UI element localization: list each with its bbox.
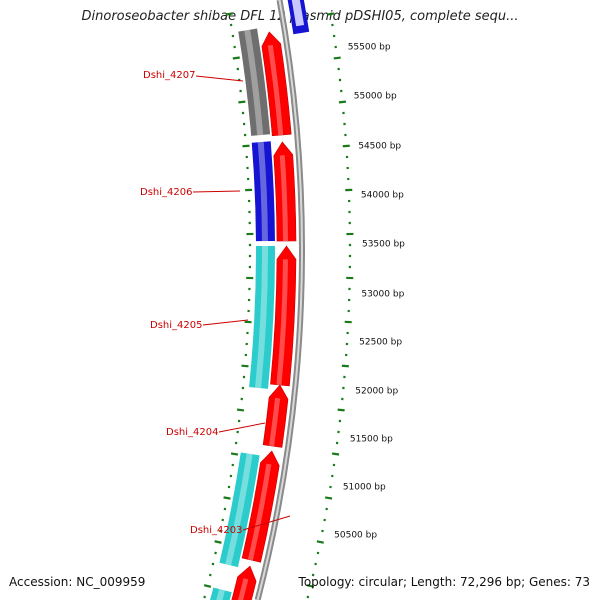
outer-tick <box>324 496 333 500</box>
gene-arrow-dshi-4206-highlight <box>279 155 288 242</box>
outer-tick <box>316 540 324 544</box>
gene-block-dshi-4205 <box>249 245 276 389</box>
gene-arrow-dshi-4205-highlight <box>276 259 288 386</box>
gene-arrow-dshi-4207 <box>261 31 292 137</box>
bp-tick-label: 51000 bp <box>343 483 386 493</box>
gene-label: Dshi_4204 <box>166 427 218 438</box>
gene-arrow-dshi-4204-highlight <box>269 397 281 447</box>
outer-tick <box>342 144 350 148</box>
outer-tick <box>333 56 341 60</box>
inner-tick <box>214 540 222 544</box>
topology-text: Topology: circular; Length: 72,296 bp; G… <box>298 575 590 589</box>
gene-arrow-dshi-4206 <box>273 141 297 242</box>
gene-label-leader <box>218 422 266 433</box>
partial-gene-top <box>287 0 310 35</box>
gene-arrow-partial <box>231 565 257 600</box>
gene-arrow-dshi-4207-highlight <box>267 44 284 136</box>
gene-block-dshi-4207-highlight <box>244 29 264 136</box>
bp-scale-labels: 55500 bp 55000 bp 54500 bp 54000 bp 53500 bp… <box>334 43 405 541</box>
gene-label: Dshi_4203 <box>190 525 242 536</box>
bp-tick-label: 55500 bp <box>348 43 391 53</box>
bp-tick-label: 53500 bp <box>362 240 405 250</box>
inner-tick <box>203 595 206 599</box>
gene-block-dshi-4205-highlight <box>255 245 269 389</box>
bp-tick-label: 54500 bp <box>358 142 401 152</box>
gene-label: Dshi_4207 <box>143 70 195 81</box>
inner-tick <box>211 562 215 566</box>
bp-tick-label: 50500 bp <box>334 531 377 541</box>
inner-tick <box>230 452 239 456</box>
reverse-strand-genes <box>210 28 276 600</box>
gene-block-partial-highlight <box>216 589 225 600</box>
outer-tick <box>331 452 340 456</box>
inner-tick <box>203 584 212 588</box>
gene-arrow-partial-highlight <box>237 578 249 600</box>
outer-tick <box>306 584 315 588</box>
gene-label: Dshi_4205 <box>150 320 202 331</box>
gene-label-leader <box>202 319 249 326</box>
forward-strand-genes <box>231 31 297 600</box>
outer-tick <box>337 408 345 412</box>
inner-tick-ring <box>203 12 254 599</box>
gene-label-leader <box>195 75 244 82</box>
gene-arrow-dshi-4204 <box>262 384 289 448</box>
inner-tick <box>223 496 231 500</box>
inner-tick <box>225 12 233 16</box>
outer-tick <box>338 100 347 104</box>
inner-tick <box>241 364 249 368</box>
gene-label-leader <box>192 190 241 193</box>
gene-label: Dshi_4206 <box>140 187 192 198</box>
inner-tick <box>242 144 250 148</box>
outer-tick <box>341 364 349 368</box>
gene-block-partial <box>210 587 232 600</box>
gene-arrow-dshi-4203 <box>241 450 280 563</box>
inner-tick <box>208 573 212 577</box>
outer-tick-ring <box>306 12 354 599</box>
bp-tick-label: 52000 bp <box>355 387 398 397</box>
bp-tick-label: 54000 bp <box>361 191 404 201</box>
partial-blue-gene-highlight <box>291 0 305 27</box>
gene-block-dshi-4207 <box>238 28 271 136</box>
bp-tick-label: 51500 bp <box>350 435 393 445</box>
gene-label-leader <box>242 515 291 531</box>
bp-tick-label: 55000 bp <box>354 92 397 102</box>
inner-tick <box>232 56 240 60</box>
accession-text: Accession: NC_009959 <box>9 575 146 589</box>
gene-block-dshi-4206 <box>251 141 275 242</box>
gene-labels: Dshi_4207 Dshi_4206 Dshi_4205 Dshi_4204 Dshi… <box>140 70 291 536</box>
gene-block-dshi-4203 <box>219 452 260 568</box>
bp-tick-label: 53000 bp <box>361 290 404 300</box>
inner-tick <box>238 100 246 104</box>
gene-block-dshi-4206-highlight <box>257 141 268 242</box>
outer-tick <box>306 595 310 599</box>
gene-block-dshi-4203-highlight <box>225 453 253 566</box>
gene-arrow-dshi-4203-highlight <box>247 463 272 561</box>
bp-tick-label: 52500 bp <box>359 338 402 348</box>
inner-tick <box>236 408 245 412</box>
outer-tick <box>327 12 335 16</box>
